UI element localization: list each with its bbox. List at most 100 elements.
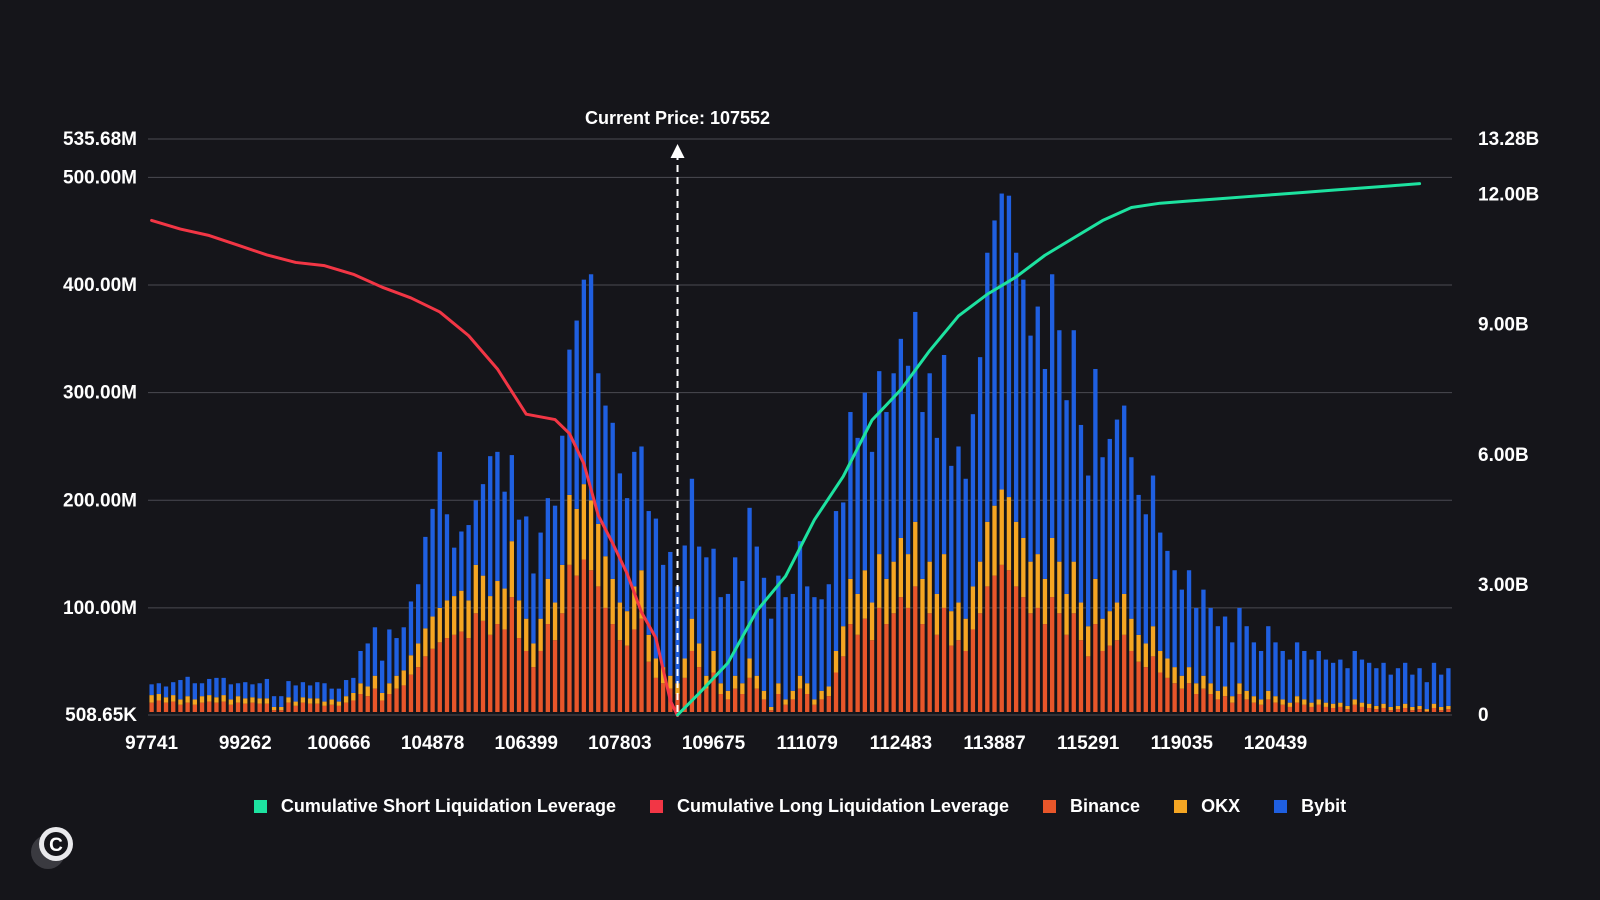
bar-bybit [401, 627, 406, 671]
bar-binance [401, 685, 406, 712]
bar-okx [826, 686, 831, 697]
bar-bybit [1035, 306, 1040, 555]
bar-okx [977, 561, 983, 614]
bar-binance [1165, 677, 1170, 712]
bar-okx [1338, 702, 1343, 707]
bar-bybit [1273, 642, 1278, 697]
bar-okx [351, 692, 356, 701]
bar-bybit [805, 586, 810, 684]
bar-bybit [588, 274, 594, 501]
bar-bybit [689, 478, 695, 619]
bar-binance [156, 700, 161, 712]
bar-bybit [538, 532, 543, 619]
bar-binance [617, 640, 623, 712]
bar-okx [516, 600, 522, 639]
bar-binance [877, 607, 882, 712]
bar-binance [293, 705, 298, 712]
bar-bybit [1287, 659, 1293, 703]
bar-bybit [358, 650, 363, 684]
bar-bybit [905, 365, 911, 555]
bar-binance [459, 631, 464, 712]
x-tick-label: 99262 [219, 733, 272, 754]
bar-binance [1302, 704, 1307, 712]
bar-bybit [581, 279, 587, 485]
bar-binance [949, 645, 954, 712]
bar-okx [783, 699, 788, 705]
bar-binance [1107, 645, 1112, 712]
bar-bybit [783, 597, 788, 700]
legend-item-long[interactable]: Cumulative Long Liquidation Leverage [649, 796, 1009, 817]
bar-okx [243, 698, 248, 704]
bar-bybit [488, 456, 493, 597]
bar-binance [1338, 706, 1343, 712]
bar-binance [747, 677, 752, 712]
bar-bybit [682, 545, 687, 659]
legend-item-bybit[interactable]: Bybit [1274, 796, 1346, 817]
bar-bybit [1395, 668, 1401, 706]
bar-binance [999, 564, 1004, 712]
x-tick-label: 107803 [588, 733, 651, 754]
bar-binance [1237, 694, 1242, 712]
bar-binance [898, 597, 904, 712]
bar-bybit [711, 548, 716, 651]
bar-binance [819, 699, 824, 712]
bar-okx [841, 626, 846, 657]
bar-binance [1100, 650, 1105, 712]
bar-binance [1403, 708, 1408, 712]
legend-item-binance[interactable]: Binance [1043, 796, 1140, 817]
bar-okx [1424, 709, 1429, 712]
bar-okx [235, 696, 241, 703]
bar-okx [401, 670, 406, 686]
bar-binance [358, 694, 363, 712]
bar-okx [1446, 705, 1451, 710]
bar-binance [1114, 640, 1120, 712]
bar-okx [509, 541, 514, 598]
bar-bybit [970, 414, 976, 587]
bar-bybit [747, 507, 752, 659]
legend-item-okx[interactable]: OKX [1174, 796, 1240, 817]
bar-okx [956, 602, 961, 641]
bar-okx [372, 675, 378, 689]
bar-binance [1345, 709, 1350, 712]
bar-bybit [941, 354, 947, 555]
bar-bybit [848, 412, 853, 579]
legend-label-okx: OKX [1201, 796, 1241, 816]
bar-bybit [1078, 424, 1084, 603]
bar-bybit [1194, 607, 1199, 684]
bar-binance [1021, 597, 1026, 712]
bar-bybit [1186, 570, 1192, 668]
bar-bybit [596, 373, 601, 524]
bar-binance [279, 710, 284, 712]
bar-okx [1107, 611, 1112, 646]
legend-swatch-binance [1043, 800, 1057, 813]
bar-okx [1086, 626, 1091, 657]
bar-okx [1122, 593, 1127, 635]
y-left-tick-label: 508.65K [65, 705, 137, 726]
bar-bybit [286, 681, 291, 698]
bar-okx [1330, 703, 1336, 709]
bar-okx [228, 699, 234, 705]
bar-binance [891, 613, 896, 712]
bar-bybit [1100, 457, 1105, 619]
bar-okx [250, 697, 255, 703]
legend-item-short[interactable]: Cumulative Short Liquidation Leverage [253, 796, 616, 817]
bar-bybit [300, 682, 306, 698]
bar-okx [1374, 705, 1379, 710]
bar-binance [639, 618, 644, 712]
bar-okx [970, 586, 976, 630]
bar-bybit [732, 557, 738, 676]
bar-binance [315, 703, 320, 712]
bar-binance [1244, 699, 1249, 712]
bar-okx [624, 611, 630, 646]
bar-binance [1381, 708, 1386, 712]
bar-binance [365, 696, 370, 712]
bar-okx [437, 607, 442, 643]
bar-bybit [171, 682, 176, 696]
bar-binance [192, 704, 197, 712]
bar-okx [1222, 686, 1228, 697]
bar-bybit [660, 564, 666, 668]
bar-okx [689, 618, 695, 651]
bar-binance [1071, 613, 1076, 712]
bar-okx [855, 593, 860, 635]
bar-binance [322, 705, 327, 712]
